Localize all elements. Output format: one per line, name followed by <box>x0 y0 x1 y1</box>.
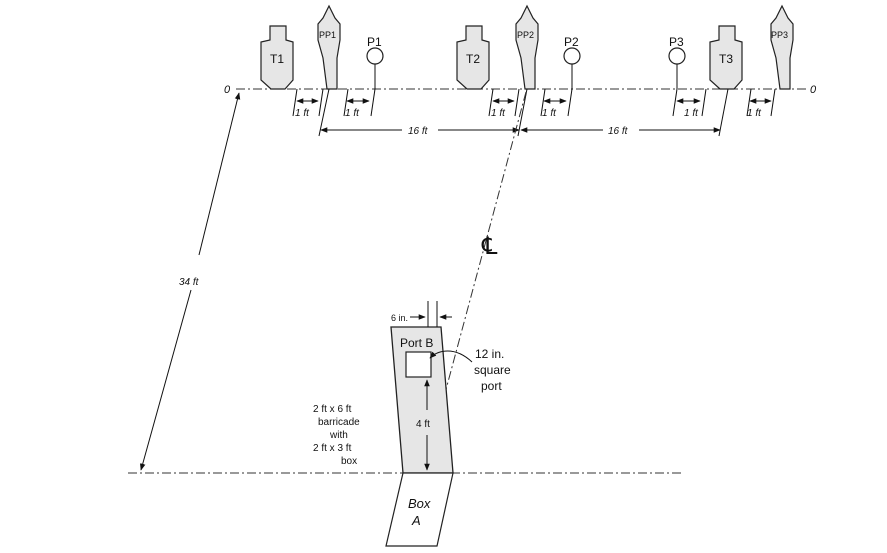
target-t1: T1 <box>260 25 294 90</box>
baseline-right-label: 0 <box>810 84 817 96</box>
barricade-desc-5: box <box>341 456 357 467</box>
dim-1ft-f: 1 ft <box>747 108 762 119</box>
dim-6in: 6 in. <box>391 313 408 323</box>
box-a: Box A <box>385 472 454 547</box>
centerline-symbol: ℄ <box>481 233 498 260</box>
port-note-line2: square <box>474 363 511 377</box>
barricade: 6 in. Port B 4 ft 12 in. square port <box>390 301 511 474</box>
dim-16ft-left: 16 ft <box>408 126 429 137</box>
target-pp1: PP1 <box>317 4 341 90</box>
target-t3: T3 <box>709 25 743 90</box>
pp2-label: PP2 <box>517 30 534 40</box>
barricade-desc-2: barricade <box>318 417 360 428</box>
centerline: ℄ <box>440 91 527 409</box>
dim-34ft: 34 ft <box>179 277 200 288</box>
t1-label: T1 <box>270 52 284 66</box>
baseline-left-label: 0 <box>224 84 231 96</box>
pp3-label: PP3 <box>771 30 788 40</box>
barricade-description: 2 ft x 6 ft barricade with 2 ft x 3 ft b… <box>313 404 360 467</box>
target-p2: P2 <box>563 35 581 89</box>
target-pp3: PP3 <box>770 4 794 90</box>
target-pp2: PP2 <box>515 4 539 90</box>
t3-label: T3 <box>719 52 733 66</box>
target-p1: P1 <box>366 35 384 89</box>
dim-1ft-e: 1 ft <box>684 108 699 119</box>
t2-label: T2 <box>466 52 480 66</box>
dim-16ft-right: 16 ft <box>608 126 629 137</box>
target-p3: P3 <box>668 35 686 89</box>
dim-1ft-c: 1 ft <box>491 108 506 119</box>
barricade-desc-1: 2 ft x 6 ft <box>313 404 352 415</box>
port-b-window <box>405 351 432 378</box>
target-t2: T2 <box>456 25 490 90</box>
sixteen-ft-dimensions: 16 ft 16 ft <box>320 126 721 137</box>
port-b-label: Port B <box>400 336 433 350</box>
thirtyfour-ft-dimension: 34 ft <box>139 92 241 471</box>
p2-label: P2 <box>564 35 579 49</box>
dim-1ft-b: 1 ft <box>345 108 360 119</box>
p3-label: P3 <box>669 35 684 49</box>
box-a-line2: A <box>411 513 421 528</box>
p1-label: P1 <box>367 35 382 49</box>
dim-4ft: 4 ft <box>416 419 430 430</box>
pp1-label: PP1 <box>319 30 336 40</box>
dim-1ft-a: 1 ft <box>295 108 310 119</box>
port-note-line1: 12 in. <box>475 347 504 361</box>
box-a-line1: Box <box>408 496 431 511</box>
barricade-desc-4: 2 ft x 3 ft <box>313 443 352 454</box>
port-note-line3: port <box>481 379 502 393</box>
barricade-desc-3: with <box>329 430 348 441</box>
dim-1ft-d: 1 ft <box>542 108 557 119</box>
one-ft-dimensions: 1 ft 1 ft 1 ft 1 ft 1 ft 1 ft <box>295 98 772 119</box>
extension-lines <box>292 88 776 137</box>
